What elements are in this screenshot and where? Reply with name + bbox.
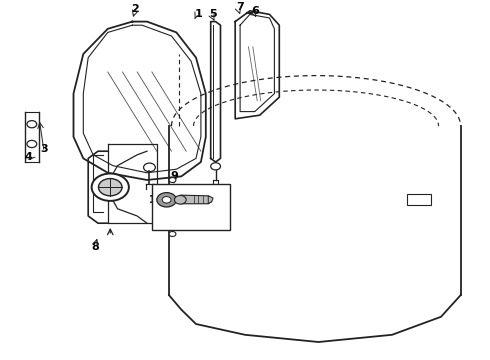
Bar bbox=[152, 184, 230, 230]
Text: 10: 10 bbox=[149, 195, 163, 205]
Circle shape bbox=[27, 121, 37, 128]
Bar bbox=[407, 194, 431, 205]
Circle shape bbox=[157, 193, 176, 207]
Text: 8: 8 bbox=[92, 242, 99, 252]
Text: 6: 6 bbox=[251, 6, 259, 16]
Circle shape bbox=[27, 140, 37, 148]
Circle shape bbox=[98, 179, 122, 196]
Text: 3: 3 bbox=[40, 144, 48, 154]
Polygon shape bbox=[208, 196, 213, 204]
Circle shape bbox=[169, 231, 176, 237]
Text: 4: 4 bbox=[24, 152, 32, 162]
Circle shape bbox=[162, 197, 171, 203]
Text: 11: 11 bbox=[151, 202, 165, 212]
Circle shape bbox=[211, 163, 220, 170]
Text: 9: 9 bbox=[170, 171, 178, 181]
Text: 2: 2 bbox=[131, 4, 139, 14]
Text: 5: 5 bbox=[209, 9, 217, 19]
Circle shape bbox=[169, 177, 176, 183]
Circle shape bbox=[144, 163, 155, 172]
Text: 7: 7 bbox=[236, 2, 244, 12]
Polygon shape bbox=[179, 195, 212, 204]
Text: 1: 1 bbox=[195, 9, 202, 19]
Circle shape bbox=[92, 174, 129, 201]
Circle shape bbox=[169, 195, 176, 201]
Circle shape bbox=[169, 213, 176, 219]
Circle shape bbox=[174, 195, 186, 204]
